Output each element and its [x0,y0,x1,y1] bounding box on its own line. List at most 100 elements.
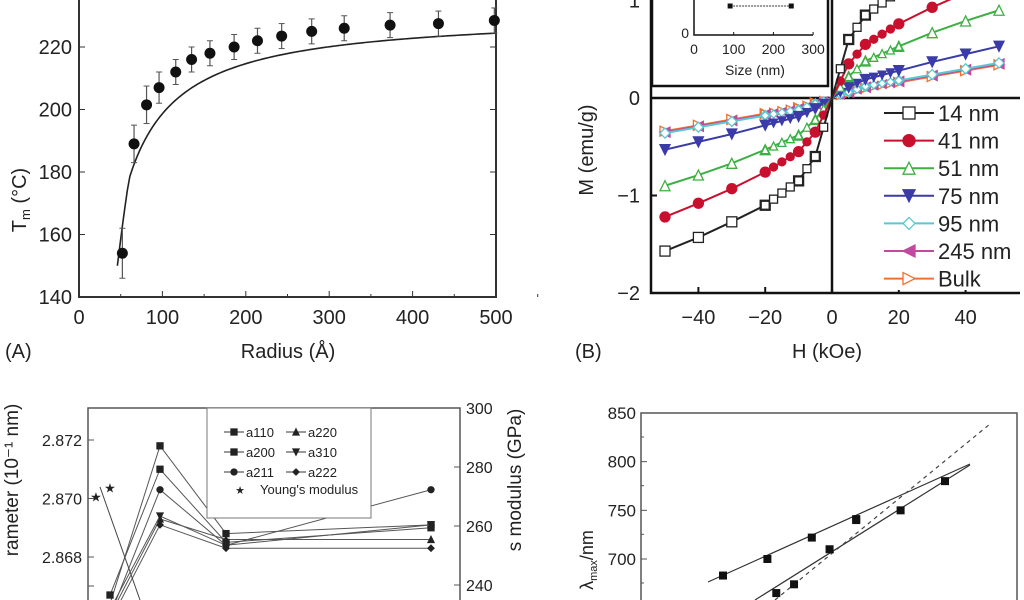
data-point [926,68,939,81]
data-point [306,25,318,37]
legend-label: 95 nm [938,211,999,236]
data-point [860,55,871,66]
x-tick-label: 300 [313,307,346,329]
y-tick-label: 2.870 [42,492,82,509]
data-point [153,82,165,94]
data-point [692,231,705,244]
data-point [760,110,771,121]
inset-x-tick-label: 0 [690,41,698,57]
data-point [427,486,435,494]
x-tick-label: 0 [826,307,837,329]
x-tick-label: 100 [146,307,179,329]
data-point [658,179,672,192]
data-point [692,121,705,134]
inset-x-tick-label: 300 [801,41,825,57]
data-point [843,82,854,93]
x-axis-label: H (kOe) [792,341,862,363]
data-point [810,151,820,162]
data-point [810,104,821,115]
data-point [852,84,862,95]
y-tick-label-right: 300 [466,401,493,418]
inset-point [788,3,794,9]
y-tick-label-right: 260 [466,519,493,536]
panel-d-axes [640,412,1018,600]
legend-marker [230,468,238,476]
data-point [819,122,829,132]
data-point [793,111,804,122]
fit-curve [116,32,496,266]
data-point [885,0,896,2]
data-point [959,14,972,27]
x-tick-label: 0 [73,307,84,329]
data-point [719,571,727,580]
x-tick-label: 200 [229,307,262,329]
data-point [426,534,436,544]
y-tick-label: 160 [39,225,72,247]
data-point [844,34,854,45]
panel-label: (A) [5,341,32,363]
inset-point [727,3,733,9]
data-point [959,62,972,75]
data-point [763,555,772,563]
data-point [941,477,949,486]
data-point [893,40,904,51]
y-tick-label: 700 [608,550,636,569]
legend-bg [880,105,1024,290]
legend-label: 41 nm [938,129,999,154]
data-point [843,71,854,82]
data-point [885,68,896,79]
legend-marker [230,448,238,456]
legend-marker [291,427,301,436]
y-tick-label: −2 [617,283,640,305]
data-point [760,144,771,155]
x-tick-label: 40 [954,307,976,329]
y-tick-label-right: 280 [466,460,493,477]
data-point [790,580,799,589]
y-axis-label: λmax/nm [577,530,600,590]
data-point [777,188,787,198]
inset-x-tick-label: 100 [722,41,746,57]
data-point [885,76,896,87]
legend-label: a110 [246,425,274,440]
young-point: ★ [90,490,102,505]
data-point [807,533,816,542]
inset-frame [650,0,830,88]
data-point [801,121,813,132]
data-point [186,54,198,65]
data-point [141,99,153,111]
data-point [926,26,939,39]
data-point [106,591,114,599]
data-point [760,167,770,177]
y-tick-label: −1 [617,186,640,208]
data-point [793,129,804,140]
legend-label: Young's modulus [260,482,359,497]
data-point [692,168,705,181]
legend-marker [901,189,917,204]
data-point [801,107,813,119]
legend-marker [901,160,917,175]
legend-marker [292,468,300,476]
data-point [802,137,812,147]
data-point [893,66,904,77]
data-point [810,113,821,125]
y-tick-label: 850 [608,404,636,423]
legend-label: a310 [308,445,337,460]
young-line [99,486,141,600]
data-point [222,544,230,553]
legend-label: a222 [308,465,337,480]
data-point [885,44,896,55]
data-point [793,176,804,186]
data-point [156,442,164,450]
data-point [692,136,705,149]
data-point [726,216,738,228]
data-point [835,64,845,74]
data-point [276,30,288,42]
data-point [156,486,164,494]
data-point [868,51,879,62]
inset-y-tick-label: 0 [681,25,689,41]
data-point [877,29,887,39]
y-axis-label: Tm (°C) [9,168,33,232]
data-point [170,66,182,78]
data-point [427,544,435,553]
